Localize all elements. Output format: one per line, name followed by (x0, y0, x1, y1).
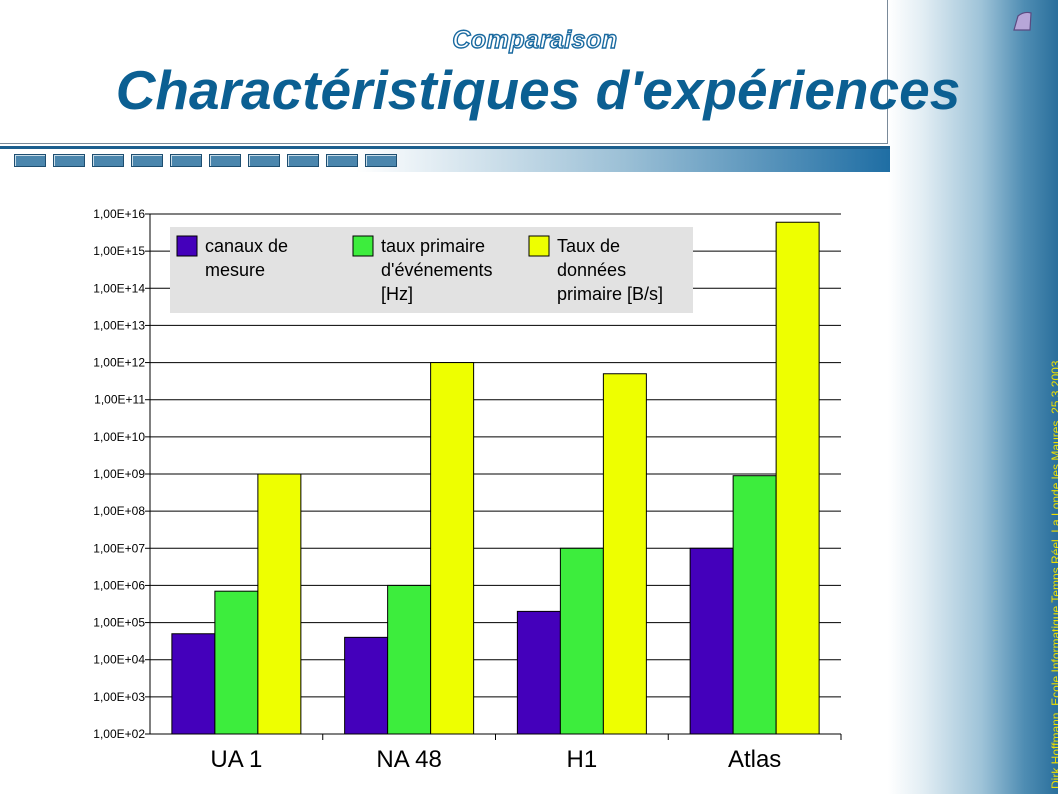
legend-swatch (352, 235, 374, 257)
corner-decoration-icon (1013, 11, 1032, 31)
legend-label: mesure (205, 260, 265, 280)
legend-label: [Hz] (381, 284, 413, 304)
y-tick-label: 1,00E+15 (93, 244, 145, 258)
y-tick-label: 1,00E+11 (94, 393, 145, 407)
y-tick-label: 1,00E+12 (93, 356, 145, 370)
bar (430, 362, 475, 735)
bar (602, 373, 647, 735)
legend-label: primaire [B/s] (557, 284, 663, 304)
x-category-label: NA 48 (376, 746, 441, 773)
title-frame (0, 0, 888, 144)
bar (516, 610, 561, 735)
legend-label: données (557, 260, 626, 280)
y-tick-label: 1,00E+16 (93, 207, 145, 221)
deco-square (131, 154, 163, 167)
deco-square (209, 154, 241, 167)
deco-square (92, 154, 124, 167)
x-category-label: UA 1 (210, 746, 262, 773)
x-category-label: H1 (567, 746, 598, 773)
decorative-squares (14, 154, 397, 167)
bar (344, 636, 389, 735)
y-tick-label: 1,00E+10 (93, 430, 145, 444)
legend-label: Taux de (557, 236, 620, 256)
bar (732, 475, 777, 735)
legend-label: taux primaire (381, 236, 485, 256)
y-tick-label: 1,00E+02 (93, 727, 145, 741)
legend-swatch (528, 235, 550, 257)
y-tick-label: 1,00E+03 (93, 690, 145, 704)
deco-square (365, 154, 397, 167)
slide-title: Charactéristiques d'expériences (115, 59, 961, 121)
slide-subtitle: Comparaison (452, 25, 618, 54)
x-category-label: Atlas (728, 746, 781, 773)
y-tick-label: 1,00E+13 (93, 318, 145, 332)
legend-swatch (176, 235, 198, 257)
deco-square (287, 154, 319, 167)
bar (171, 633, 216, 735)
y-tick-label: 1,00E+04 (93, 653, 145, 667)
deco-square (326, 154, 358, 167)
y-tick-label: 1,00E+07 (93, 541, 145, 555)
y-tick-label: 1,00E+05 (93, 616, 145, 630)
legend-label: canaux de (205, 236, 288, 256)
bar (559, 547, 604, 735)
legend-label: d'événements (381, 260, 493, 280)
deco-square (14, 154, 46, 167)
deco-square (53, 154, 85, 167)
y-tick-label: 1,00E+06 (93, 578, 145, 592)
right-gradient-band (888, 0, 1058, 794)
deco-square (248, 154, 280, 167)
bar (257, 473, 302, 735)
deco-square (170, 154, 202, 167)
y-tick-label: 1,00E+14 (93, 281, 145, 295)
bar (689, 547, 734, 735)
bar (214, 590, 259, 735)
y-tick-label: 1,00E+08 (93, 504, 145, 518)
chart-legend: canaux de mesure taux primaire d'événements… (170, 227, 693, 313)
y-tick-label: 1,00E+09 (93, 467, 145, 481)
bar (775, 221, 820, 735)
legend-background (170, 227, 693, 313)
bar (387, 584, 432, 735)
